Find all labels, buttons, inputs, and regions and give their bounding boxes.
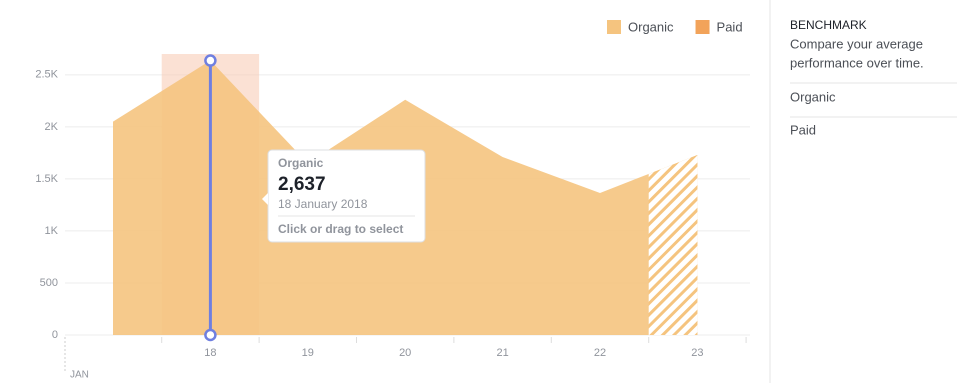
x-tick-label: 19 <box>302 347 314 359</box>
benchmark-item[interactable]: Paid <box>790 122 816 137</box>
x-tick-label: 22 <box>594 347 606 359</box>
y-tick-label: 1.5K <box>35 173 58 185</box>
sidebar-title: BENCHMARK <box>790 18 867 32</box>
x-tick-label: 18 <box>204 347 216 359</box>
x-tick-label: 20 <box>399 347 411 359</box>
y-tick-label: 500 <box>40 277 58 289</box>
y-tick-label: 1K <box>45 225 59 237</box>
y-tick-label: 0 <box>52 329 58 341</box>
sidebar-description: Compare your average <box>790 36 923 51</box>
legend-swatch <box>607 20 621 34</box>
x-tick-label: 23 <box>691 347 703 359</box>
legend-label: Paid <box>717 19 743 34</box>
sidebar-description: performance over time. <box>790 55 924 70</box>
legend-swatch <box>695 20 710 34</box>
legend-label: Organic <box>628 19 674 34</box>
incomplete-area <box>648 154 698 335</box>
benchmark-item[interactable]: Organic <box>790 89 836 104</box>
tooltip-value: 2,637 <box>278 174 326 195</box>
cursor-point <box>204 54 217 67</box>
month-label: JAN <box>70 370 89 381</box>
cursor-base <box>204 328 217 342</box>
y-tick-label: 2.5K <box>35 69 58 81</box>
tooltip-hint: Click or drag to select <box>278 222 403 236</box>
tooltip: Organic 2,637 18 January 2018 Click or drag… <box>262 149 426 243</box>
y-tick-label: 2K <box>45 121 59 133</box>
tooltip-date: 18 January 2018 <box>278 197 368 211</box>
tooltip-series: Organic <box>278 156 324 170</box>
tooltip-arrow <box>262 193 268 205</box>
x-tick-label: 21 <box>496 347 508 359</box>
